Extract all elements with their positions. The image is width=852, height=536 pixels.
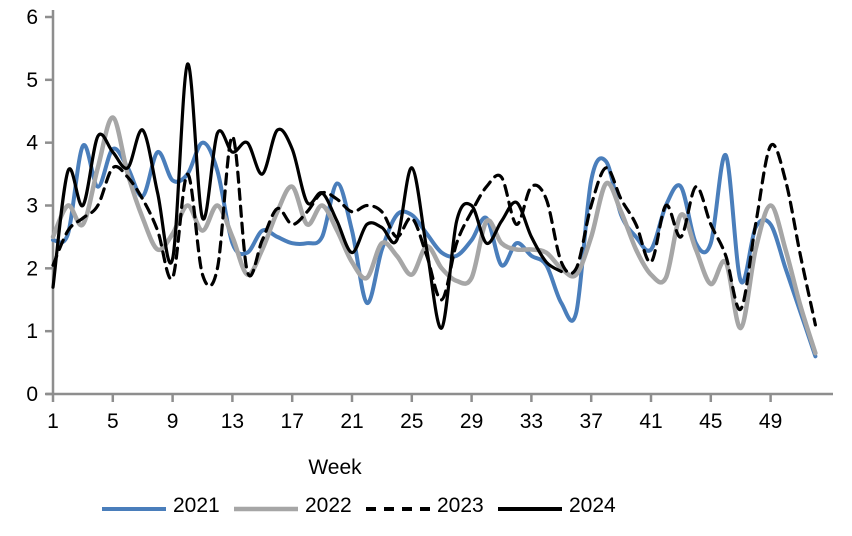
y-tick-label: 3 (26, 195, 38, 218)
y-tick-label: 5 (26, 69, 38, 92)
x-tick-label: 17 (281, 410, 304, 433)
legend-label-2023: 2023 (437, 494, 484, 517)
legend-line-sample-2022 (234, 506, 298, 512)
legend-line-sample-2021 (102, 507, 166, 511)
y-tick-label: 0 (26, 383, 38, 406)
x-tick-label: 49 (759, 410, 782, 433)
legend-line-sample-2024 (498, 507, 562, 511)
legend-line-sample-2023 (366, 507, 430, 511)
x-tick-label: 13 (221, 410, 244, 433)
x-tick-label: 45 (699, 410, 722, 433)
x-tick-label: 41 (639, 410, 662, 433)
x-tick-label: 25 (400, 410, 423, 433)
chart-legend: 2021 2022 2023 2024 (0, 492, 852, 522)
x-tick-label: 37 (580, 410, 603, 433)
legend-label-2021: 2021 (173, 494, 220, 517)
x-tick-label: 21 (340, 410, 363, 433)
y-tick-label: 6 (26, 6, 38, 29)
y-tick-label: 4 (26, 132, 38, 155)
x-tick-label: 33 (520, 410, 543, 433)
y-tick-label: 2 (26, 257, 38, 280)
x-tick-label: 1 (47, 410, 59, 433)
series-line-2024 (51, 62, 563, 330)
series-line-2022 (50, 115, 818, 356)
x-tick-label: 9 (167, 410, 179, 433)
y-tick-label: 1 (26, 320, 38, 343)
x-tick-label: 29 (460, 410, 483, 433)
legend-label-2024: 2024 (569, 494, 616, 517)
x-tick-label: 5 (107, 410, 119, 433)
legend-label-2022: 2022 (305, 494, 352, 517)
x-axis-title: Week (308, 456, 362, 479)
